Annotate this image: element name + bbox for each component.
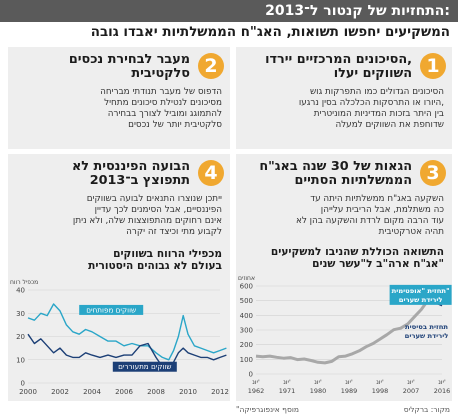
x-tick-month: יונ' — [407, 378, 415, 386]
series-label-box — [79, 304, 144, 315]
x-tick-label: 2010 — [179, 388, 197, 396]
x-tick-month: יונ' — [283, 378, 291, 386]
number-badge: 4 — [198, 160, 224, 186]
forecast-panel-3: 3 הגאות של 30 שנה באג"ח הממשלתיות הסתיים… — [236, 154, 452, 401]
x-tick-month: יונ' — [252, 378, 260, 386]
callout-base-line2: לירידת שערים — [405, 332, 449, 340]
forecast-body: ייתכן שנוצרו התנאים לבועה בשווקים הפיננס… — [72, 194, 222, 237]
forecast-heading: הגאות של 30 שנה באג"ח הממשלתיות הסתיים — [259, 159, 412, 188]
forecast-heading: הבועה הפיננסית לא תתפוצץ ב־2013 — [71, 159, 190, 188]
x-tick-year: 1971 — [279, 387, 296, 395]
y-tick-label: 0 — [21, 380, 25, 388]
x-tick-month: יונ' — [314, 378, 322, 386]
x-tick-label: 2002 — [51, 388, 69, 396]
source-note: מקור: ברקליס — [403, 405, 450, 414]
page-subtitle: המשקיעים יחפשו תשואות, האג"ח הממשלתיות י… — [0, 22, 458, 44]
emerging-markets-line — [27, 333, 227, 370]
number-badge: 3 — [420, 160, 446, 186]
forecast-panel-4: 4 הבועה הפיננסית לא תתפוצץ ב־2013 ייתכן … — [8, 154, 230, 401]
x-tick-month: יונ' — [438, 378, 446, 386]
y-tick-label: 300 — [240, 327, 253, 335]
x-tick-month: יונ' — [345, 378, 353, 386]
forecast-panel-1: 1 הסיכונים המרכזיים יירדו, השווקים יעלו … — [236, 47, 452, 149]
y-tick-label: 30 — [16, 310, 25, 318]
number-badge: 2 — [198, 53, 224, 79]
callout-base-line1: תחזית בסיסית — [405, 323, 448, 331]
series-label-emerging: שווקים מתעוררים — [118, 362, 171, 371]
pe-ratio-chart: מכפיל רווח 0 10 20 30 40 2000 2002 2004 2006 2008 2… — [10, 279, 229, 396]
chart-right-title: התשואה הכוללת שהניבו למשקיעים אג"ח ארה"ב… — [270, 246, 444, 270]
y-axis-unit: מכפיל רווח — [10, 279, 38, 286]
x-tick-label: 2008 — [147, 388, 165, 396]
x-tick-label: 2004 — [83, 388, 101, 396]
y-tick-label: 500 — [240, 297, 253, 305]
forecast-body: הדפוס של מעבר תנודתי מבריחה מסיכונים לנט… — [100, 87, 222, 130]
forecast-body: הסיכונים הגדולים כמו התפרקות גוש היורו א… — [298, 87, 444, 130]
x-tick-year: 2007 — [403, 387, 420, 395]
y-tick-label: 100 — [240, 356, 253, 364]
series-label-developed: שווקים מפותחים — [86, 305, 136, 314]
y-tick-label: 200 — [240, 341, 253, 349]
y-axis-unit: אחוזים — [238, 275, 255, 282]
x-tick-label: 2000 — [19, 388, 37, 396]
y-tick-label: 40 — [16, 287, 25, 295]
credit-note: "מוסף אינפוגרפיקה — [236, 405, 299, 414]
x-tick-year: 1980 — [310, 387, 327, 395]
bond-return-chart: אחוזים0100200300400500600יונ'1962יונ'197… — [238, 275, 452, 395]
x-tick-label: 2006 — [115, 388, 133, 396]
series-label-box — [112, 361, 177, 372]
y-tick-label: 10 — [16, 356, 25, 364]
forecast-heading: מעבר לבחירת נכסים סלקטיבית — [68, 52, 190, 81]
page-title: התחזיות של קנטור ל־2013: — [0, 0, 458, 22]
y-tick-label: 20 — [16, 333, 25, 341]
history-line — [255, 299, 430, 365]
forecast-panel-2: 2 מעבר לבחירת נכסים סלקטיבית הדפוס של מע… — [8, 47, 230, 149]
x-tick-month: יונ' — [376, 378, 384, 386]
forecast-heading: הסיכונים המרכזיים יירדו, השווקים יעלו — [265, 52, 412, 81]
y-tick-label: 0 — [249, 371, 253, 379]
x-tick-year: 1962 — [248, 387, 265, 395]
x-tick-year: 1998 — [372, 387, 389, 395]
x-tick-label: 2012 — [211, 388, 229, 396]
chart-left-title: מכפילי הרווח בשווקים בעולם לא גבוהים היס… — [88, 248, 222, 272]
y-tick-label: 600 — [240, 283, 253, 291]
forecast-body: השקעה באג"ח ממשלתיות היתה עד כה משתלמת, … — [295, 194, 444, 237]
x-tick-year: 1989 — [341, 387, 358, 395]
callout-optimistic-line2: לירידת שערים — [399, 296, 443, 304]
callout-box — [389, 284, 452, 305]
developed-markets-line — [27, 303, 227, 361]
number-badge: 1 — [420, 53, 446, 79]
x-tick-year: 2016 — [434, 387, 451, 395]
callout-optimistic-line1: תחזית "אופטימית" — [392, 287, 450, 295]
y-tick-label: 400 — [240, 312, 253, 320]
